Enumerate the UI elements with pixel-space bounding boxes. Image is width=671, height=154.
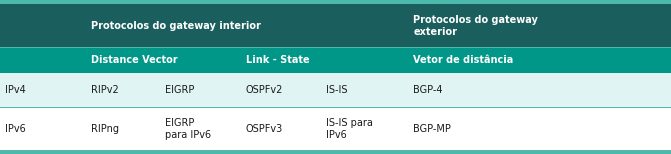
Text: Distance Vector: Distance Vector: [91, 55, 178, 65]
Text: IPv4: IPv4: [5, 85, 26, 95]
Bar: [0, 107, 671, 108]
Text: IS-IS: IS-IS: [326, 85, 348, 95]
Text: Protocolos do gateway
exterior: Protocolos do gateway exterior: [413, 15, 538, 37]
Text: Protocolos do gateway interior: Protocolos do gateway interior: [91, 21, 261, 31]
Bar: [0, 73, 671, 108]
Text: EIGRP: EIGRP: [165, 85, 195, 95]
Text: OSPFv2: OSPFv2: [246, 85, 283, 95]
Text: IS-IS para
IPv6: IS-IS para IPv6: [326, 118, 373, 140]
Text: RIPng: RIPng: [91, 124, 119, 134]
Text: EIGRP
para IPv6: EIGRP para IPv6: [165, 118, 211, 140]
Bar: [0, 48, 408, 73]
Bar: [408, 48, 671, 73]
Bar: [0, 4, 671, 48]
Bar: [0, 108, 671, 150]
Text: Vetor de distância: Vetor de distância: [413, 55, 513, 65]
Text: IPv6: IPv6: [5, 124, 26, 134]
Text: OSPFv3: OSPFv3: [246, 124, 283, 134]
Bar: [0, 47, 671, 48]
Text: RIPv2: RIPv2: [91, 85, 119, 95]
Text: BGP-MP: BGP-MP: [413, 124, 451, 134]
Text: Link - State: Link - State: [246, 55, 309, 65]
Text: BGP-4: BGP-4: [413, 85, 443, 95]
